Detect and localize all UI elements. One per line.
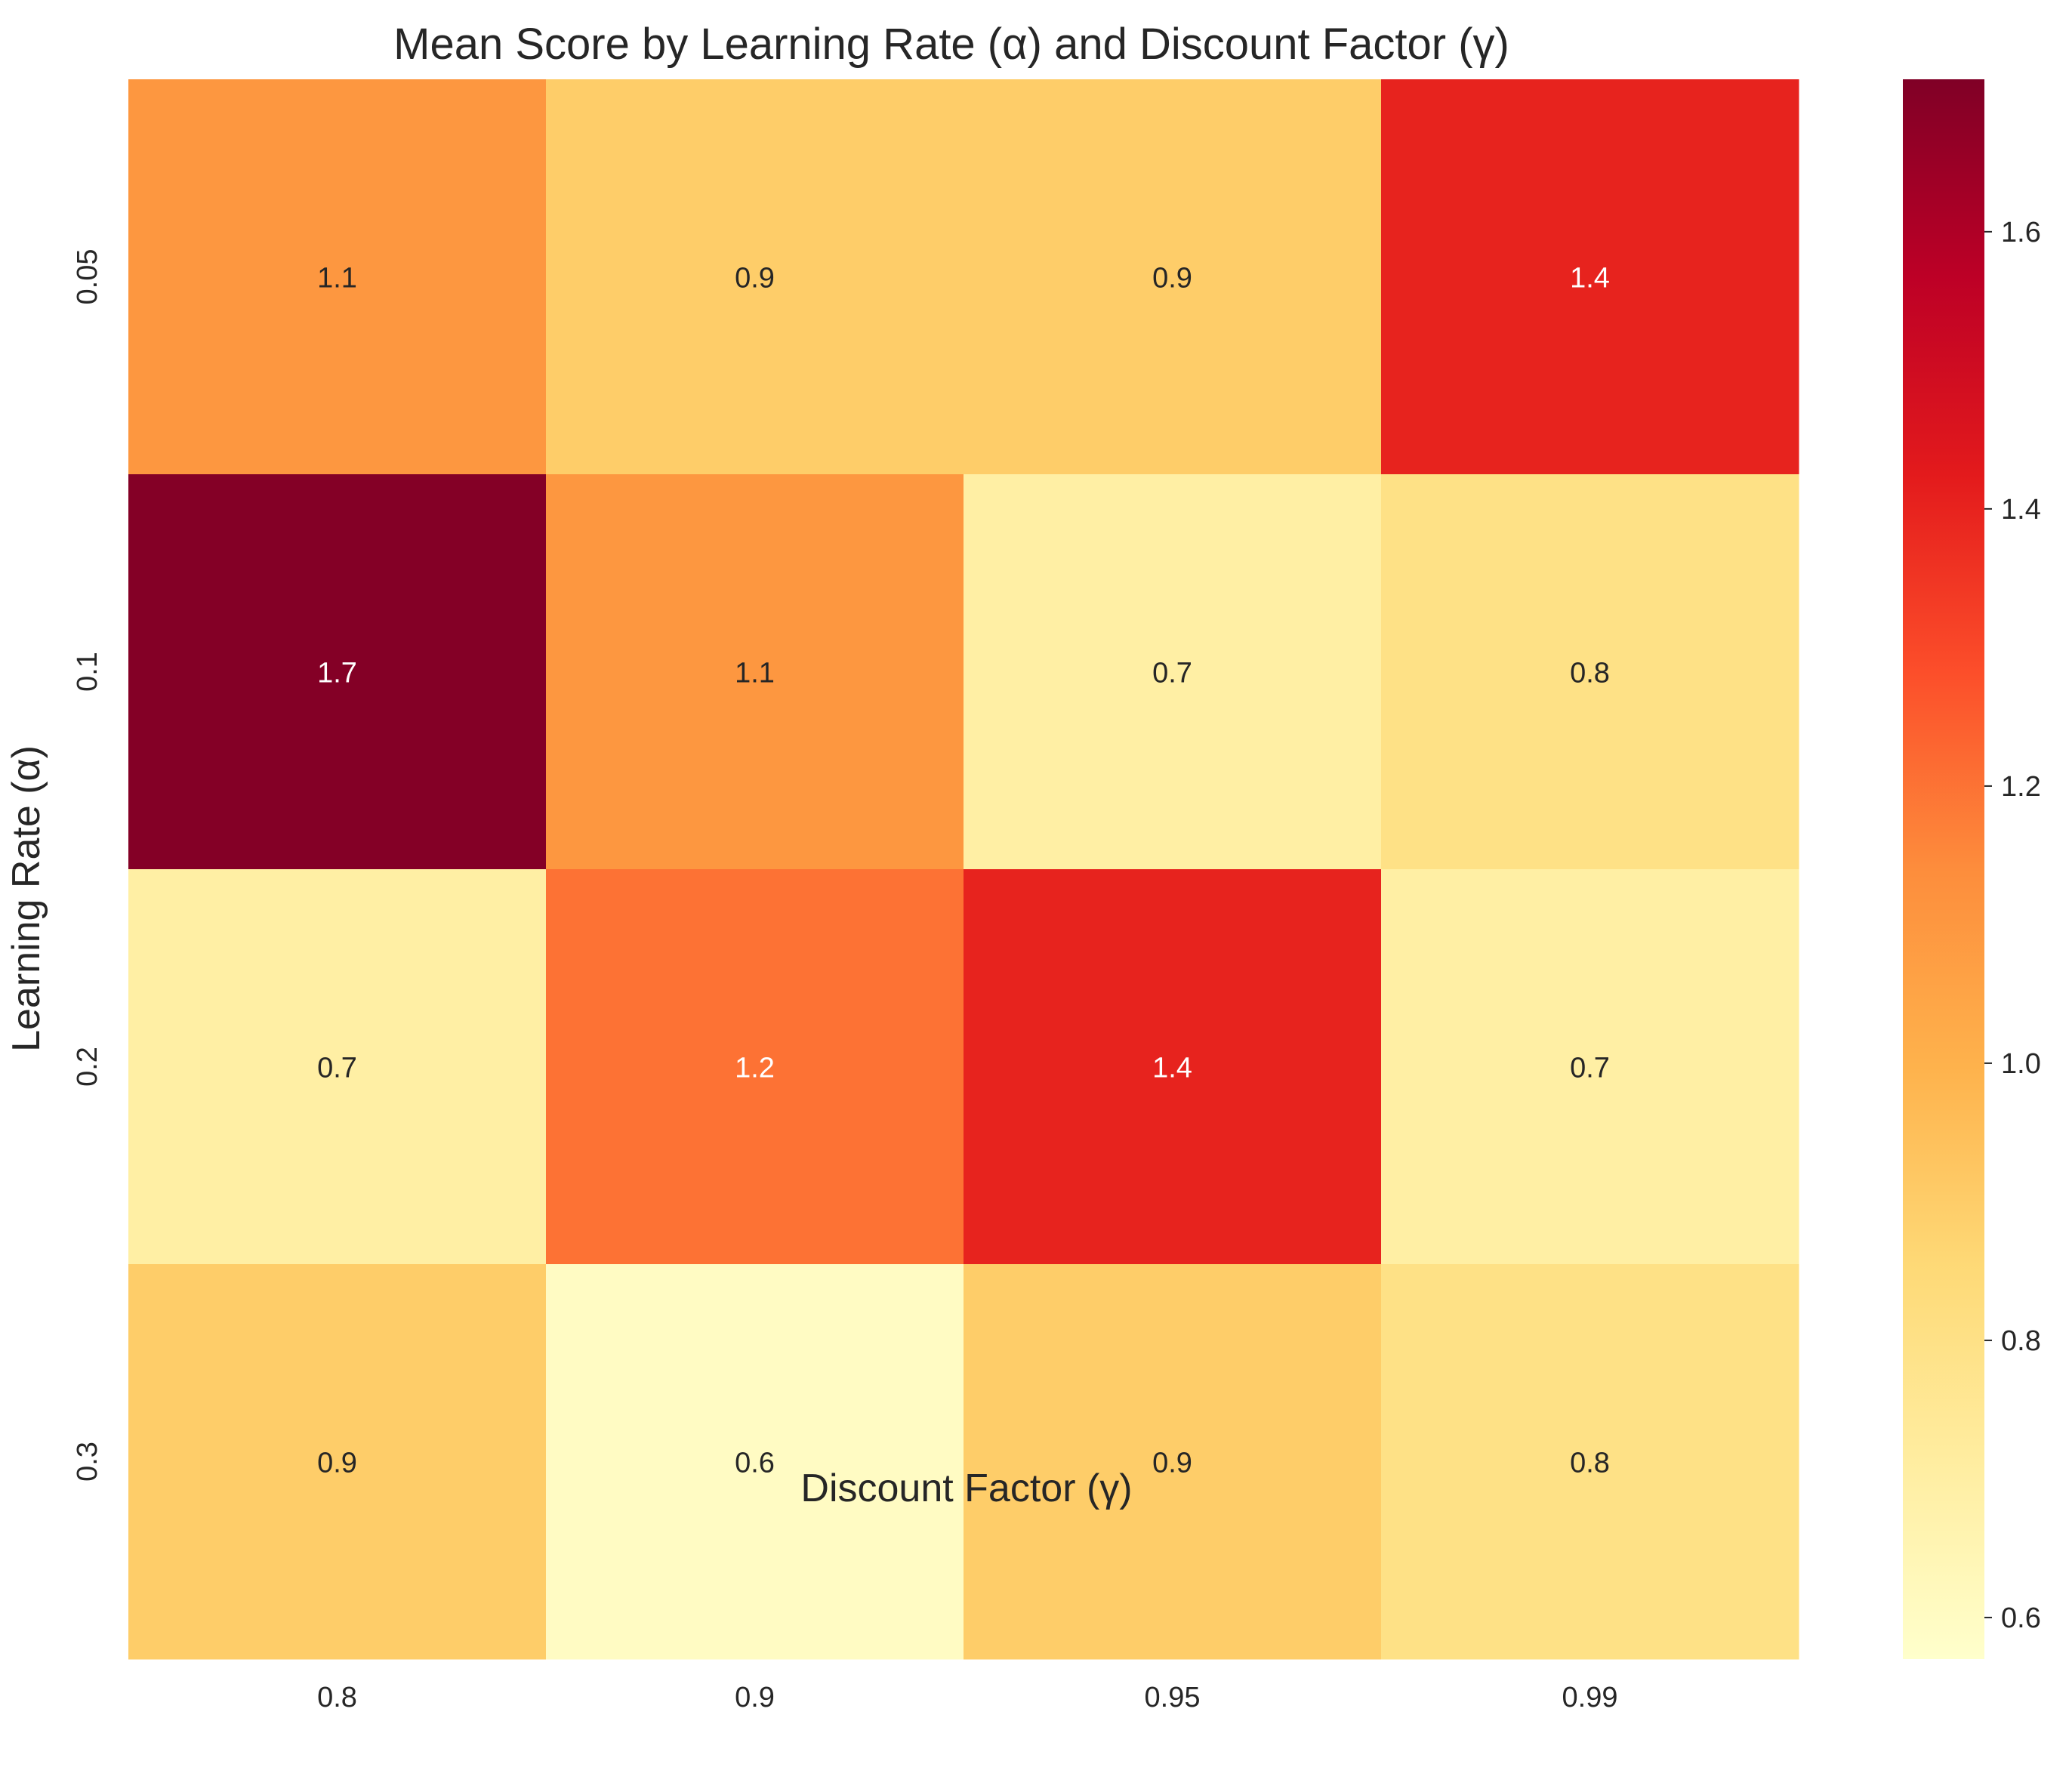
- cell-value-label: 1.1: [317, 263, 357, 295]
- cell-value-label: 0.8: [1570, 658, 1610, 689]
- heatmap-cell: [964, 869, 1382, 1265]
- heatmap-cell-labels: 1.1 0.9 0.9 1.4 1.7 1.1 0.7 0.8 0.7 1.2 1.4 0.7 0.9 0…: [317, 263, 1610, 1479]
- colorbar-tick-label: 0.8: [2001, 1325, 2041, 1357]
- x-axis-label: Discount Factor (γ): [800, 1467, 1132, 1510]
- chart-title: Mean Score by Learning Rate (α) and Disc…: [393, 20, 1509, 69]
- cell-value-label: 0.9: [1152, 263, 1192, 295]
- heatmap-cell: [546, 474, 964, 870]
- x-tick-label: 0.9: [735, 1682, 775, 1713]
- heatmap-cell: [964, 1264, 1382, 1660]
- colorbar-tick-label: 1.4: [2001, 494, 2041, 526]
- cell-value-label: 1.4: [1570, 263, 1610, 295]
- heatmap-cell: [964, 474, 1382, 870]
- cell-value-label: 0.7: [1152, 658, 1192, 689]
- cell-value-label: 1.2: [735, 1053, 775, 1084]
- heatmap-cell: [546, 79, 964, 475]
- cell-value-label: 0.7: [317, 1053, 357, 1084]
- cell-value-label: 1.1: [735, 658, 775, 689]
- y-tick-label: 0.1: [72, 652, 103, 692]
- cell-value-label: 0.8: [1570, 1448, 1610, 1479]
- cell-value-label: 1.4: [1152, 1053, 1192, 1084]
- x-tick-label: 0.8: [317, 1682, 357, 1713]
- heatmap-cell: [1381, 869, 1799, 1265]
- colorbar: [1903, 79, 1984, 1659]
- heatmap-cells: [128, 79, 1799, 1660]
- heatmap-cell: [1381, 1264, 1799, 1660]
- x-tick-labels: 0.8 0.9 0.95 0.99: [317, 1682, 1617, 1713]
- cell-value-label: 0.9: [317, 1448, 357, 1479]
- colorbar-tick-label: 1.0: [2001, 1048, 2041, 1080]
- heatmap-cell: [546, 869, 964, 1265]
- cell-value-label: 0.6: [735, 1448, 775, 1479]
- heatmap-cell: [1381, 474, 1799, 870]
- heatmap-cell: [546, 1264, 964, 1660]
- cell-value-label: 1.7: [317, 658, 357, 689]
- heatmap-cell: [128, 79, 547, 475]
- heatmap-cell: [128, 869, 547, 1265]
- y-tick-label: 0.2: [72, 1047, 103, 1087]
- heatmap-cell: [128, 1264, 547, 1660]
- colorbar-tick-label: 1.6: [2001, 217, 2041, 248]
- cell-value-label: 0.9: [1152, 1448, 1192, 1479]
- cell-value-label: 0.7: [1570, 1053, 1610, 1084]
- cell-value-label: 0.9: [735, 263, 775, 295]
- y-tick-label: 0.3: [72, 1442, 103, 1482]
- y-tick-labels: 0.05 0.1 0.2 0.3: [72, 249, 103, 1482]
- x-tick-label: 0.99: [1562, 1682, 1618, 1713]
- colorbar-tick-label: 1.2: [2001, 771, 2041, 803]
- x-tick-label: 0.95: [1145, 1682, 1201, 1713]
- heatmap-cell: [964, 79, 1382, 475]
- y-axis-label: Learning Rate (α): [5, 745, 48, 1052]
- colorbar-tick-labels: 0.6 0.8 1.0 1.2 1.4 1.6: [1984, 217, 2041, 1634]
- heatmap-cell: [128, 474, 547, 870]
- y-tick-label: 0.05: [72, 249, 103, 305]
- heatmap-cell: [1381, 79, 1799, 475]
- colorbar-tick-label: 0.6: [2001, 1602, 2041, 1634]
